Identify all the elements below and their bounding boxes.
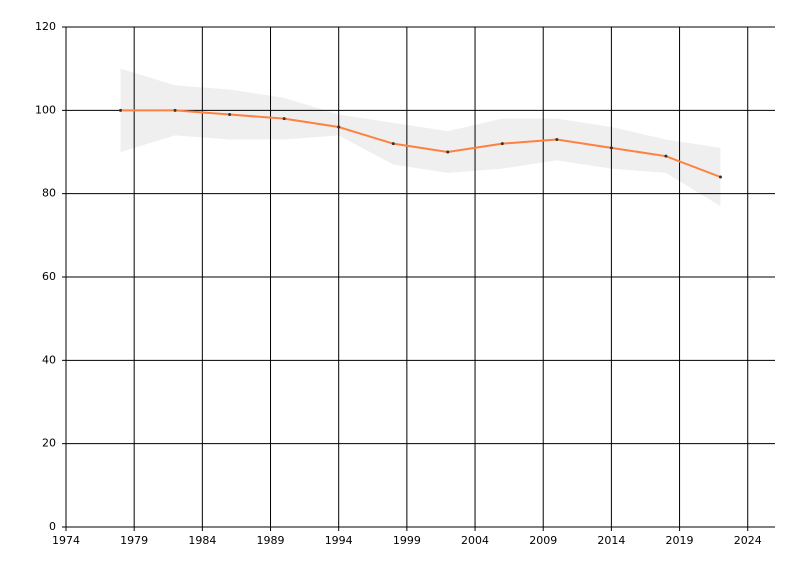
data-point <box>337 125 341 129</box>
x-tick-label: 1989 <box>257 534 285 547</box>
confidence-band <box>120 68 721 207</box>
data-point <box>609 146 613 150</box>
x-tick-label: 2009 <box>529 534 557 547</box>
data-point <box>446 150 450 154</box>
y-tick-label: 80 <box>42 187 56 200</box>
x-tick-label: 1979 <box>120 534 148 547</box>
y-tick-label: 20 <box>42 437 56 450</box>
x-tick-label: 1974 <box>52 534 80 547</box>
y-tick-label: 120 <box>35 20 56 33</box>
y-tick-label: 40 <box>42 353 56 366</box>
y-tick-label: 0 <box>49 520 56 533</box>
y-tick-label: 60 <box>42 270 56 283</box>
x-tick-label: 2019 <box>666 534 694 547</box>
data-point <box>718 175 722 179</box>
data-point <box>664 154 668 158</box>
data-point <box>500 142 504 146</box>
x-tick-label: 1994 <box>325 534 353 547</box>
data-point <box>228 113 232 116</box>
x-tick-label: 1984 <box>188 534 216 547</box>
data-point <box>391 142 395 146</box>
x-tick-label: 2014 <box>597 534 625 547</box>
data-line <box>120 109 721 178</box>
data-point <box>282 117 286 121</box>
y-tick-label: 100 <box>35 103 56 116</box>
data-point <box>119 108 123 112</box>
data-point <box>555 138 559 141</box>
x-tick-label: 2024 <box>734 534 762 547</box>
data-point <box>173 108 177 112</box>
x-tick-label: 2004 <box>461 534 489 547</box>
x-tick-label: 1999 <box>393 534 421 547</box>
